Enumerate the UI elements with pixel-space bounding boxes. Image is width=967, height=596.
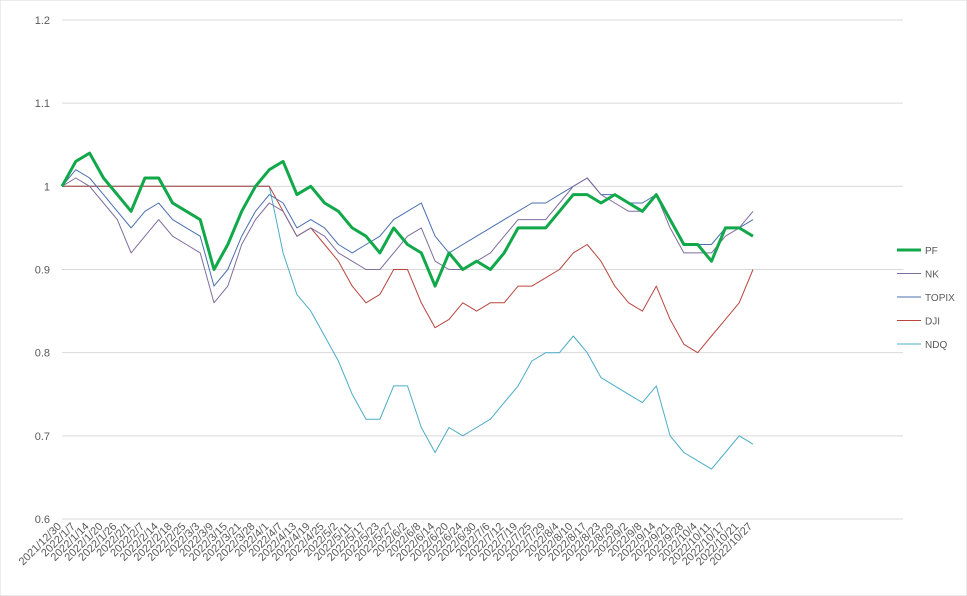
x-axis: 2021/12/302022/1/72022/1/142022/1/202022… — [17, 521, 755, 568]
legend-label-dji: DJI — [925, 317, 940, 328]
series-line-topix — [61, 169, 754, 287]
y-tick-label: 0.6 — [35, 514, 50, 526]
series-line-nk — [61, 177, 754, 304]
legend-label-pf: PF — [925, 246, 938, 257]
series-line-pf — [60, 151, 754, 288]
legend-label-nk: NK — [925, 270, 939, 281]
y-tick-label: 1 — [44, 181, 50, 193]
legend-label-ndq: NDQ — [925, 340, 947, 351]
legend: PF NK TOPIX DJI NDQ — [897, 246, 955, 351]
y-tick-label: 1.1 — [35, 98, 50, 110]
y-tick-label: 0.8 — [35, 348, 50, 360]
y-tick-label: 0.7 — [35, 431, 50, 443]
y-axis: 0.6 0.7 0.8 0.9 1 1.1 1.2 — [35, 15, 50, 526]
series-line-dji — [62, 185, 754, 354]
y-tick-label: 1.2 — [35, 15, 50, 27]
y-tick-label: 0.9 — [35, 265, 50, 277]
series-lines — [60, 151, 754, 470]
legend-label-topix: TOPIX — [925, 293, 955, 304]
